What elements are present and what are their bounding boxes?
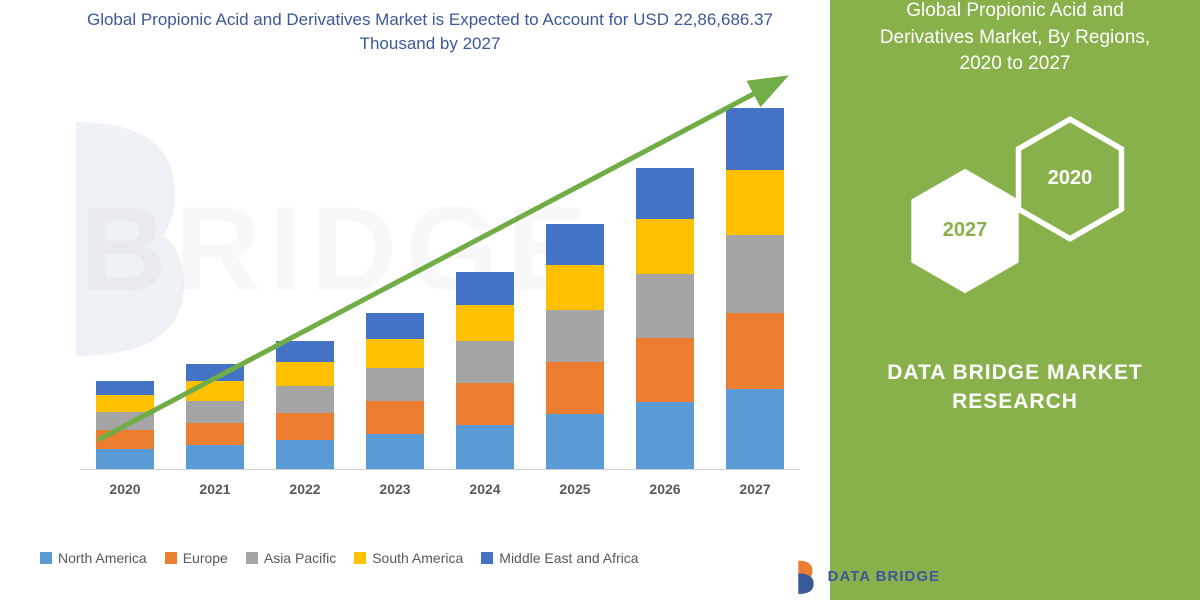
legend-label: Middle East and Africa bbox=[499, 550, 638, 566]
bar-segment bbox=[186, 423, 244, 445]
bars-container: 2020 2021 2022 2023 2024 2025 2026 2027 bbox=[80, 80, 800, 470]
x-axis-label: 2025 bbox=[546, 481, 604, 497]
bar-segment bbox=[456, 305, 514, 341]
bar-segment bbox=[276, 341, 334, 362]
x-axis-label: 2023 bbox=[366, 481, 424, 497]
legend-item: North America bbox=[40, 550, 147, 566]
right-panel: Global Propionic Acid and Derivatives Ma… bbox=[830, 0, 1200, 600]
legend-label: South America bbox=[372, 550, 463, 566]
bar-segment bbox=[96, 449, 154, 469]
bar-segment bbox=[726, 389, 784, 469]
chart-legend: North America Europe Asia Pacific South Ame… bbox=[40, 550, 820, 566]
bar-segment bbox=[546, 265, 604, 310]
bar-segment bbox=[546, 310, 604, 362]
bar-segment bbox=[186, 381, 244, 401]
bar-segment bbox=[186, 445, 244, 469]
legend-swatch bbox=[481, 552, 493, 564]
right-title-line: Global Propionic Acid and bbox=[906, 0, 1124, 21]
hex-2027: 2027 bbox=[910, 168, 1020, 294]
bar-segment bbox=[276, 440, 334, 469]
bar-segment bbox=[366, 368, 424, 401]
legend-label: Asia Pacific bbox=[264, 550, 336, 566]
bar-segment bbox=[636, 274, 694, 338]
legend-swatch bbox=[354, 552, 366, 564]
bar-group: 2027 bbox=[726, 108, 784, 469]
bar-group: 2026 bbox=[636, 168, 694, 469]
hex-graphic: 2027 2020 bbox=[850, 108, 1180, 328]
bar-segment bbox=[186, 364, 244, 381]
bar-segment bbox=[636, 402, 694, 469]
legend-item: Middle East and Africa bbox=[481, 550, 638, 566]
bar-segment bbox=[546, 414, 604, 469]
bar-group: 2025 bbox=[546, 224, 604, 469]
legend-label: North America bbox=[58, 550, 147, 566]
x-axis-label: 2024 bbox=[456, 481, 514, 497]
legend-item: Europe bbox=[165, 550, 228, 566]
footer-logo-text: DATA BRIDGE bbox=[828, 568, 940, 585]
right-title-line: Derivatives Market, By Regions, bbox=[880, 27, 1150, 48]
bar-segment bbox=[636, 219, 694, 274]
footer-logo: DATA BRIDGE bbox=[792, 558, 940, 594]
x-axis-label: 2026 bbox=[636, 481, 694, 497]
legend-swatch bbox=[40, 552, 52, 564]
hex-label: 2020 bbox=[1048, 167, 1093, 190]
hex-label: 2027 bbox=[943, 219, 988, 242]
bar-segment bbox=[366, 434, 424, 469]
bar-segment bbox=[96, 395, 154, 412]
x-axis-label: 2027 bbox=[726, 481, 784, 497]
bar-segment bbox=[186, 401, 244, 423]
bar-segment bbox=[366, 313, 424, 339]
bar-group: 2022 bbox=[276, 341, 334, 469]
right-panel-title: Global Propionic Acid and Derivatives Ma… bbox=[850, 0, 1180, 78]
bar-segment bbox=[726, 170, 784, 235]
right-title-line: 2020 to 2027 bbox=[960, 53, 1071, 74]
bar-segment bbox=[456, 341, 514, 383]
legend-item: Asia Pacific bbox=[246, 550, 336, 566]
hex-2020: 2020 bbox=[1015, 116, 1125, 242]
x-axis-label: 2022 bbox=[276, 481, 334, 497]
bar-segment bbox=[546, 362, 604, 414]
legend-item: South America bbox=[354, 550, 463, 566]
x-axis-label: 2020 bbox=[96, 481, 154, 497]
bar-segment bbox=[456, 425, 514, 469]
bar-group: 2021 bbox=[186, 364, 244, 469]
bar-segment bbox=[726, 313, 784, 389]
bar-segment bbox=[366, 339, 424, 368]
bar-segment bbox=[456, 383, 514, 425]
brand-line: RESEARCH bbox=[952, 390, 1078, 413]
bar-group: 2024 bbox=[456, 272, 514, 469]
bar-chart: 2020 2021 2022 2023 2024 2025 2026 2027 bbox=[50, 70, 810, 510]
bar-segment bbox=[276, 362, 334, 386]
brand-name: DATA BRIDGE MARKET RESEARCH bbox=[850, 358, 1180, 417]
legend-swatch bbox=[246, 552, 258, 564]
legend-label: Europe bbox=[183, 550, 228, 566]
bar-segment bbox=[636, 338, 694, 402]
bar-group: 2023 bbox=[366, 313, 424, 469]
bar-group: 2020 bbox=[96, 381, 154, 469]
bar-segment bbox=[96, 381, 154, 395]
legend-swatch bbox=[165, 552, 177, 564]
bar-segment bbox=[96, 412, 154, 430]
bar-segment bbox=[96, 430, 154, 449]
bar-segment bbox=[636, 168, 694, 219]
footer-logo-icon bbox=[792, 558, 820, 594]
chart-title: Global Propionic Acid and Derivatives Ma… bbox=[60, 8, 800, 56]
bar-segment bbox=[366, 401, 424, 434]
bar-segment bbox=[456, 272, 514, 305]
bar-segment bbox=[546, 224, 604, 265]
x-axis-label: 2021 bbox=[186, 481, 244, 497]
bar-segment bbox=[726, 108, 784, 170]
bar-segment bbox=[726, 235, 784, 313]
bar-segment bbox=[276, 413, 334, 440]
brand-line: DATA BRIDGE MARKET bbox=[887, 361, 1143, 384]
bar-segment bbox=[276, 386, 334, 413]
